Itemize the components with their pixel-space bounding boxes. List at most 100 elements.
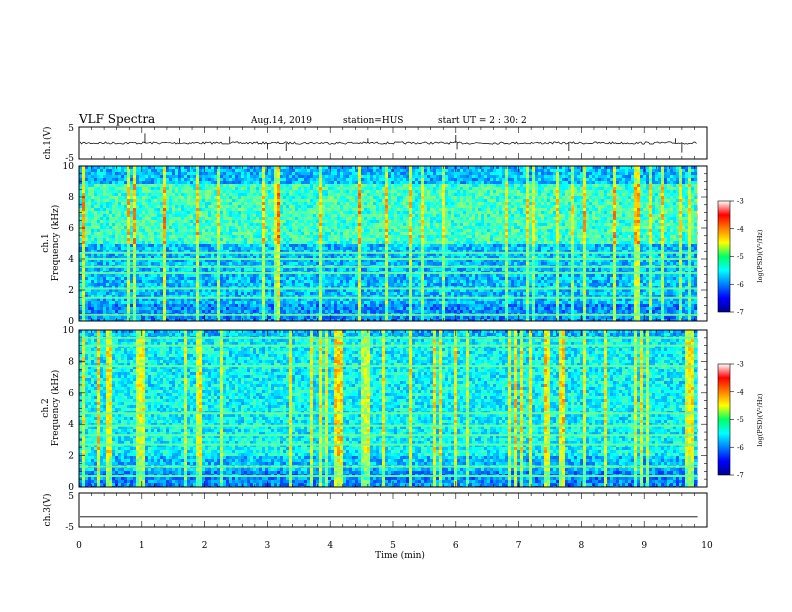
spectrogram-cell: [154, 310, 158, 314]
spectrogram-cell: [358, 181, 362, 185]
spectrogram-cell: [220, 238, 224, 242]
spectrogram-cell: [253, 295, 257, 299]
spectrogram-cell: [250, 196, 254, 200]
spectrogram-cell: [256, 268, 260, 272]
spectrogram-cell: [220, 298, 224, 302]
spectrogram-cell: [196, 292, 200, 296]
spectrogram-cell: [349, 196, 353, 200]
spectrogram-cell: [166, 217, 170, 221]
spectrogram-cell: [169, 238, 173, 242]
spectrogram-cell: [286, 289, 290, 293]
spectrogram-cell: [214, 196, 218, 200]
spectrogram-cell: [121, 304, 125, 308]
spectrogram-cell: [325, 250, 329, 254]
spectrogram-cell: [193, 298, 197, 302]
spectrogram-cell: [187, 292, 191, 296]
spectrogram-cell: [100, 289, 104, 293]
spectrogram-cell: [358, 187, 362, 191]
spectrogram-cell: [175, 202, 179, 206]
spectrogram-cell: [85, 187, 89, 191]
spectrogram-cell: [193, 205, 197, 209]
spectrogram-cell: [151, 181, 155, 185]
spectrogram-cell: [283, 241, 287, 245]
spectrogram-cell: [163, 220, 167, 224]
spectrogram-cell: [121, 190, 125, 194]
spectrogram-cell: [118, 223, 122, 227]
spectrogram-cell: [175, 307, 179, 311]
spectrogram-cell: [265, 304, 269, 308]
spectrogram-cell: [142, 253, 146, 257]
spectrogram-cell: [100, 259, 104, 263]
spectrogram-cell: [262, 193, 266, 197]
spectrogram-cell: [241, 199, 245, 203]
spectrogram-cell: [313, 211, 317, 215]
spectrogram-cell: [175, 214, 179, 218]
spectrogram-cell: [130, 298, 134, 302]
spectrogram-cell: [205, 232, 209, 236]
spectrogram-cell: [319, 316, 323, 320]
spectrogram-cell: [142, 295, 146, 299]
spectrogram-cell: [115, 274, 119, 278]
spectrogram-cell: [88, 292, 92, 296]
spectrogram-cell: [319, 235, 323, 239]
spectrogram-cell: [178, 316, 182, 320]
spectrogram-cell: [100, 211, 104, 215]
spectrogram-cell: [358, 229, 362, 233]
spectrogram-cell: [109, 226, 113, 230]
spectrogram-cell: [283, 319, 287, 321]
spectrogram-cell: [262, 229, 266, 233]
spectrogram-cell: [268, 292, 272, 296]
spectrogram-cell: [232, 301, 236, 305]
spectrogram-cell: [100, 283, 104, 287]
spectrogram-cell: [325, 283, 329, 287]
spectrogram-cell: [82, 244, 86, 248]
spectrogram-cell: [151, 316, 155, 320]
spectrogram-cell: [196, 253, 200, 257]
spectrogram-cell: [310, 298, 314, 302]
spectrogram-cell: [271, 316, 275, 320]
spectrogram-cell: [265, 274, 269, 278]
spectrogram-cell: [247, 304, 251, 308]
spectrogram-cell: [193, 256, 197, 260]
spectrogram-cell: [88, 187, 92, 191]
spectrogram-cell: [172, 277, 176, 281]
spectrogram-cell: [202, 184, 206, 188]
spectrogram-cell: [301, 178, 305, 182]
spectrogram-cell: [100, 238, 104, 242]
spectrogram-cell: [229, 262, 233, 266]
spectrogram-cell: [100, 298, 104, 302]
spectrogram-cell: [124, 220, 128, 224]
spectrogram-cell: [184, 289, 188, 293]
spectrogram-cell: [79, 292, 83, 296]
spectrogram-cell: [253, 250, 257, 254]
spectrogram-cell: [241, 169, 245, 173]
spectrogram-cell: [124, 202, 128, 206]
spectrogram-cell: [118, 262, 122, 266]
spectrogram-cell: [85, 247, 89, 251]
spectrogram-cell: [238, 232, 242, 236]
spectrogram-cell: [91, 208, 95, 212]
spectrogram-cell: [196, 214, 200, 218]
spectrogram-cell: [307, 214, 311, 218]
spectrogram-cell: [256, 316, 260, 320]
spectrogram-cell: [133, 172, 137, 176]
spectrogram-cell: [157, 319, 161, 321]
spectrogram-cell: [106, 184, 110, 188]
spectrogram-cell: [304, 244, 308, 248]
spectrogram-cell: [127, 298, 131, 302]
spectrogram-cell: [328, 223, 332, 227]
spectrogram-cell: [256, 289, 260, 293]
spectrogram-cell: [85, 169, 89, 173]
spectrogram-cell: [112, 193, 116, 197]
spectrogram-cell: [340, 256, 344, 260]
spectrogram-cell: [130, 250, 134, 254]
spectrogram-cell: [325, 196, 329, 200]
spectrogram-cell: [115, 298, 119, 302]
spectrogram-cell: [79, 316, 83, 320]
spectrogram-cell: [88, 202, 92, 206]
spectrogram-cell: [235, 211, 239, 215]
spectrogram-cell: [163, 310, 167, 314]
spectrogram-cell: [88, 256, 92, 260]
spectrogram-cell: [94, 205, 98, 209]
spectrogram-cell: [139, 292, 143, 296]
